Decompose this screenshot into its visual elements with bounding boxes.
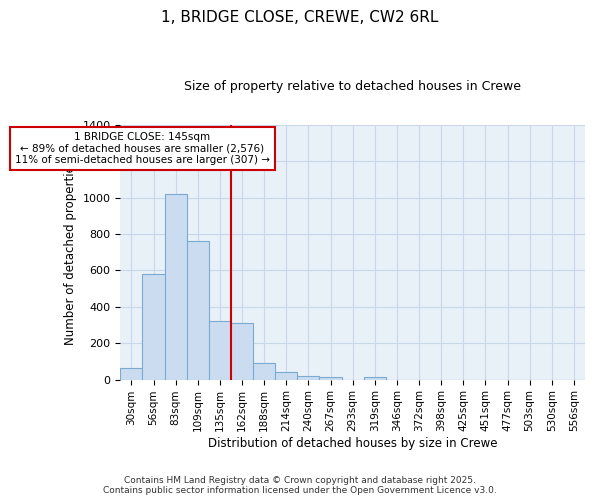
Text: 1 BRIDGE CLOSE: 145sqm
← 89% of detached houses are smaller (2,576)
11% of semi-: 1 BRIDGE CLOSE: 145sqm ← 89% of detached… — [15, 132, 270, 165]
Text: 1, BRIDGE CLOSE, CREWE, CW2 6RL: 1, BRIDGE CLOSE, CREWE, CW2 6RL — [161, 10, 439, 25]
Y-axis label: Number of detached properties: Number of detached properties — [64, 159, 77, 345]
Bar — [364, 377, 386, 380]
Bar — [319, 377, 341, 380]
Bar — [253, 363, 275, 380]
Bar — [121, 368, 142, 380]
Text: Contains HM Land Registry data © Crown copyright and database right 2025.
Contai: Contains HM Land Registry data © Crown c… — [103, 476, 497, 495]
Bar — [275, 372, 298, 380]
Bar — [209, 322, 231, 380]
Bar — [164, 194, 187, 380]
Title: Size of property relative to detached houses in Crewe: Size of property relative to detached ho… — [184, 80, 521, 93]
Bar — [298, 376, 319, 380]
Bar — [187, 241, 209, 380]
X-axis label: Distribution of detached houses by size in Crewe: Distribution of detached houses by size … — [208, 437, 497, 450]
Bar — [231, 323, 253, 380]
Bar — [142, 274, 164, 380]
